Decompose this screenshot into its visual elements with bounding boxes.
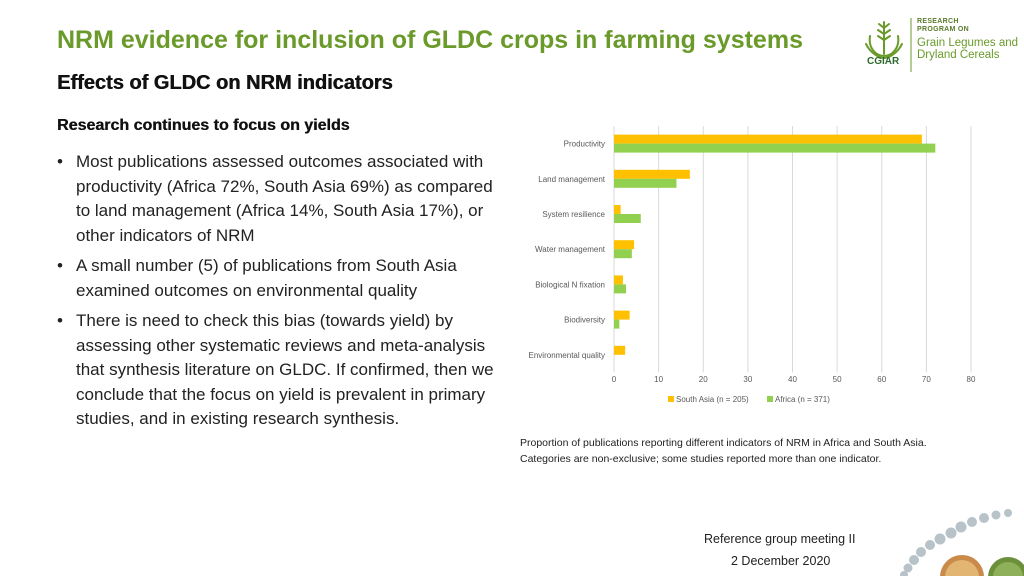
category-label: Water management bbox=[535, 245, 606, 254]
legend-label: Africa (n = 371) bbox=[775, 395, 830, 404]
bar-africa bbox=[614, 319, 620, 329]
nrm-indicators-bar-chart: 0 10 20 30 40 50 60 70 80 Productivity Land manage… bbox=[529, 126, 976, 404]
category-label: System resilience bbox=[542, 210, 605, 219]
bar-south-asia bbox=[614, 275, 623, 285]
footer-date: 2 December 2020 bbox=[731, 554, 831, 568]
wheat-plant-icon bbox=[865, 18, 912, 72]
x-tick-label: 60 bbox=[877, 375, 886, 384]
category-label: Environmental quality bbox=[529, 351, 605, 360]
bar-south-asia bbox=[614, 240, 635, 250]
bar-south-asia bbox=[614, 134, 922, 144]
bar-south-asia bbox=[614, 205, 621, 214]
x-tick-label: 50 bbox=[833, 375, 842, 384]
bar-south-asia bbox=[614, 310, 630, 320]
bar-south-asia bbox=[614, 169, 690, 179]
logo-caption: RESEARCH PROGRAM ON bbox=[917, 18, 969, 33]
category-label: Land management bbox=[538, 175, 605, 184]
category-label: Biological N fixation bbox=[535, 280, 605, 289]
category-label: Productivity bbox=[564, 140, 605, 149]
x-tick-label: 80 bbox=[967, 375, 976, 384]
decorative-beads-graphic bbox=[900, 509, 1024, 576]
bar-africa bbox=[614, 178, 677, 188]
x-tick-label: 30 bbox=[743, 375, 752, 384]
legend-swatch bbox=[767, 396, 773, 402]
legend-swatch bbox=[668, 396, 674, 402]
bullet-item: A small number (5) of publications from … bbox=[57, 254, 505, 303]
bullet-item: There is need to check this bias (toward… bbox=[57, 309, 505, 432]
category-label: Biodiversity bbox=[564, 316, 605, 325]
section-heading: Research continues to focus on yields bbox=[57, 117, 350, 134]
chart-caption: Proportion of publications reporting dif… bbox=[520, 437, 927, 465]
slide-subtitle: Effects of GLDC on NRM indicators bbox=[57, 72, 393, 94]
bar-africa bbox=[614, 284, 627, 294]
x-tick-label: 10 bbox=[654, 375, 663, 384]
bar-africa bbox=[614, 249, 632, 259]
bar-south-asia bbox=[614, 345, 626, 355]
footer-meeting: Reference group meeting II bbox=[704, 532, 856, 546]
x-tick-label: 0 bbox=[612, 375, 617, 384]
bullet-item: Most publications assessed outcomes asso… bbox=[57, 150, 505, 248]
bar-africa bbox=[614, 143, 936, 153]
bullet-list: Most publications assessed outcomes asso… bbox=[57, 150, 505, 438]
x-tick-label: 70 bbox=[922, 375, 931, 384]
x-tick-label: 40 bbox=[788, 375, 797, 384]
bar-africa bbox=[614, 214, 641, 223]
x-tick-label: 20 bbox=[699, 375, 708, 384]
legend-label: South Asia (n = 205) bbox=[676, 395, 749, 404]
cgiar-logo-text: CGIAR bbox=[867, 56, 900, 67]
logo-program-name: Grain Legumes and Dryland Cereals bbox=[917, 37, 1019, 61]
slide-title: NRM evidence for inclusion of GLDC crops… bbox=[57, 26, 803, 54]
